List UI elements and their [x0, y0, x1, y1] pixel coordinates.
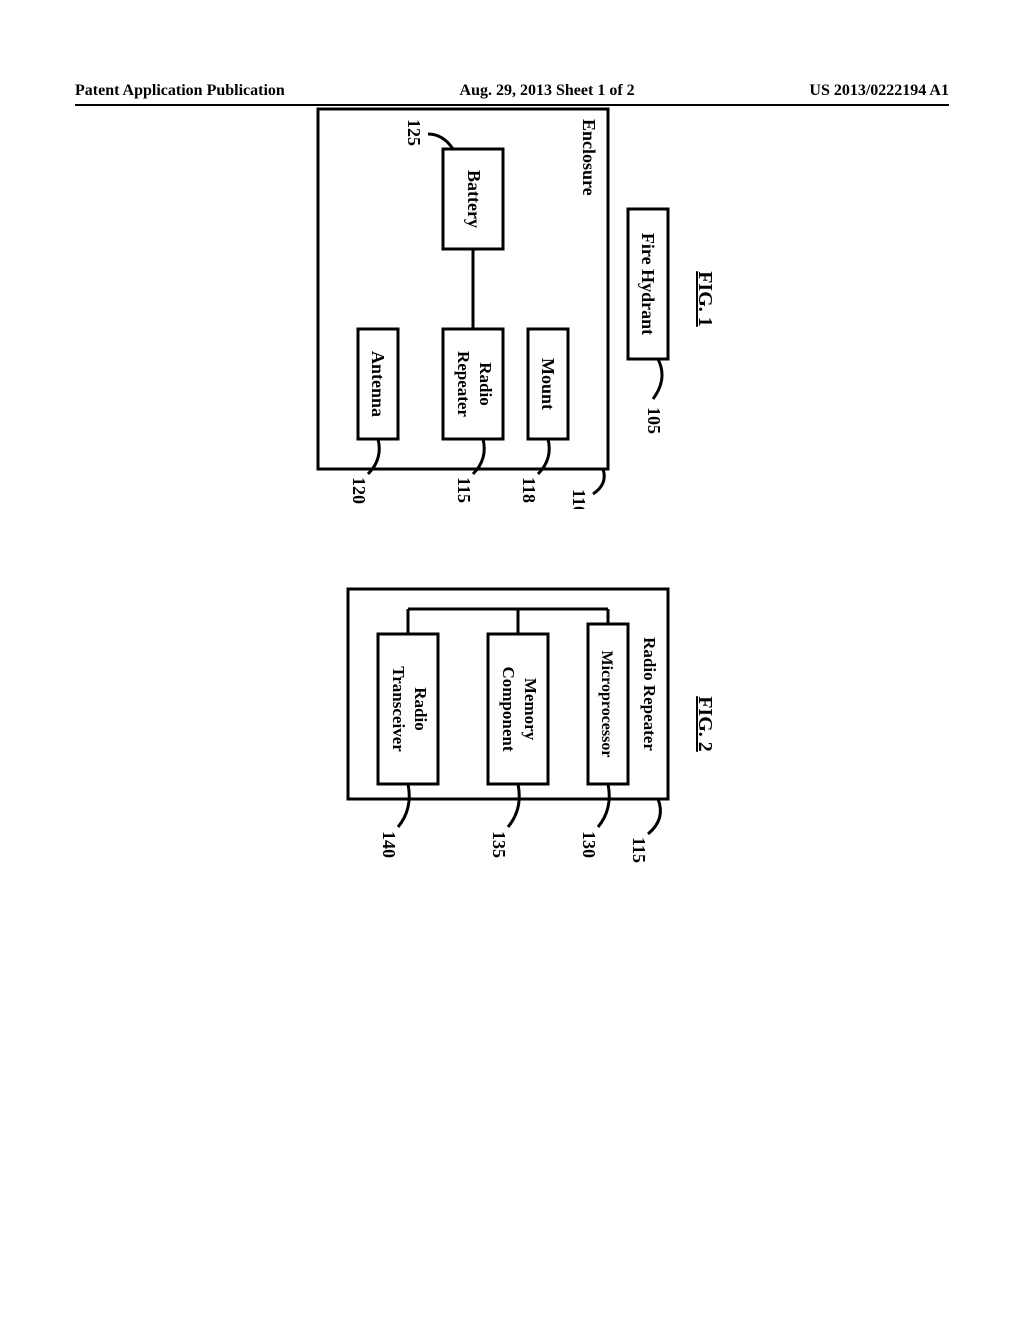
mount-label: Mount — [538, 358, 558, 410]
ref-130: 130 — [579, 831, 599, 858]
leader-105 — [653, 359, 662, 399]
transceiver-label-l1: Radio — [411, 687, 430, 730]
header-right: US 2013/0222194 A1 — [809, 82, 949, 100]
figure-2: FIG. 2 Radio Repeater 115 Microprocessor… — [338, 569, 716, 879]
fig1-title: FIG. 1 — [693, 271, 716, 327]
diagram-container: FIG. 1 Fire Hydrant 105 Enclosure 110 Mo… — [308, 89, 716, 879]
fig2-svg: Radio Repeater 115 Microprocessor 130 Me… — [338, 569, 678, 879]
figure-1: FIG. 1 Fire Hydrant 105 Enclosure 110 Mo… — [308, 89, 716, 509]
leader-110 — [593, 469, 604, 494]
ref-125: 125 — [404, 119, 424, 146]
ref-120: 120 — [349, 477, 369, 504]
transceiver-label-l2: Transceiver — [389, 666, 408, 752]
memory-label-l1: Memory — [521, 678, 540, 741]
antenna-label: Antenna — [368, 351, 388, 417]
radio-repeater-label-fig1-l1: Radio — [476, 362, 495, 405]
leader-115-fig2 — [648, 799, 660, 834]
fire-hydrant-label: Fire Hydrant — [638, 233, 658, 335]
battery-label: Battery — [464, 170, 484, 228]
microprocessor-label: Microprocessor — [598, 651, 615, 758]
radio-repeater-label-fig1-l2: Repeater — [454, 351, 473, 418]
radio-repeater-label-fig2: Radio Repeater — [640, 637, 659, 751]
header-left: Patent Application Publication — [75, 82, 285, 100]
ref-110: 110 — [569, 489, 589, 509]
ref-105: 105 — [644, 407, 664, 434]
enclosure-label: Enclosure — [579, 119, 599, 196]
ref-115-fig2: 115 — [629, 837, 649, 863]
ref-115-fig1: 115 — [454, 477, 474, 503]
ref-140: 140 — [379, 831, 399, 858]
ref-135: 135 — [489, 831, 509, 858]
memory-label-l2: Component — [499, 666, 518, 751]
ref-118: 118 — [519, 477, 539, 503]
fig2-title: FIG. 2 — [693, 696, 716, 752]
page: Patent Application Publication Aug. 29, … — [0, 0, 1024, 1320]
fig1-svg: Fire Hydrant 105 Enclosure 110 Mount 118 — [308, 89, 678, 509]
